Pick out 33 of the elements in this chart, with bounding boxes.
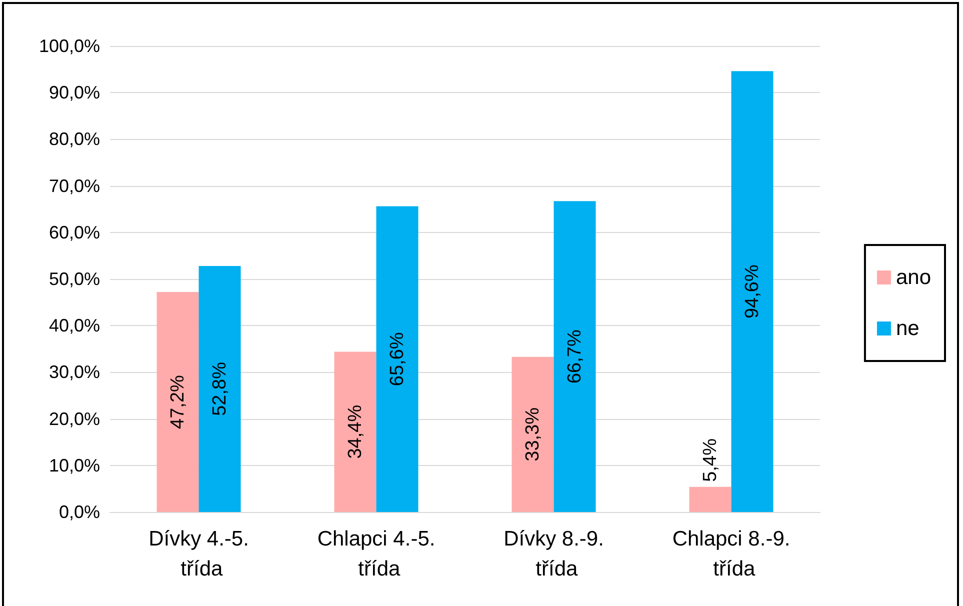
y-tick-label: 80,0% [48,129,100,150]
y-tick-label: 90,0% [48,82,100,103]
data-label: 5,4% [700,438,721,482]
data-label: 34,4% [344,404,366,459]
legend-label: ne [896,317,920,340]
bar [731,71,774,512]
x-tick-label: Dívky 4.-5. třída [148,528,249,580]
bar [198,266,241,512]
data-label: 52,8% [209,362,230,416]
data-label: 66,7% [564,330,586,384]
data-label: 94,6% [742,264,763,319]
y-tick-label: 10,0% [48,455,100,476]
y-tick-label: 20,0% [48,408,100,429]
bar [512,356,554,512]
y-tick-label: 30,0% [48,362,100,382]
y-tick-label: 50,0% [48,269,100,289]
bar [334,352,376,512]
data-label: 33,3% [522,407,544,462]
data-label: 65,6% [386,332,408,386]
data-label: 47,2% [167,374,188,429]
y-tick-label: 100,0% [38,36,100,56]
legend-label: ano [896,266,932,289]
x-tick-label: Chlapci 8.-9. třída [672,528,790,580]
bar [554,201,596,512]
bar [376,206,418,512]
x-tick-label: Chlapci 4.-5. třída [317,528,436,580]
y-tick-label: 60,0% [48,222,100,242]
x-tick-label: Dívky 8.-9. třída [504,528,604,580]
bar [689,486,732,512]
y-tick-label: 70,0% [48,176,100,196]
bar [156,292,199,512]
y-tick-label: 40,0% [48,316,100,336]
y-tick-label: 0,0% [58,502,100,522]
